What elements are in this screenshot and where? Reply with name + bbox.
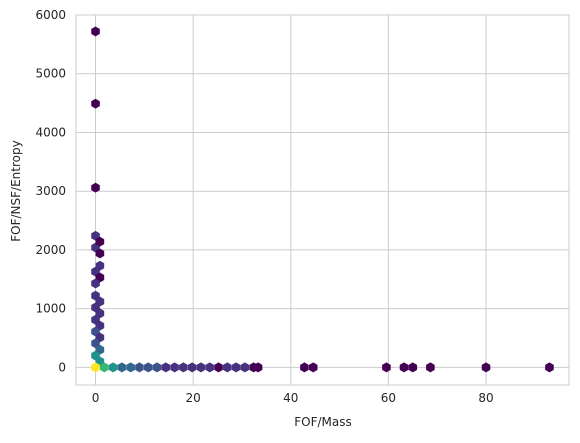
hex-bin — [187, 362, 197, 373]
hex-bin — [135, 362, 144, 373]
y-tick-label: 3000 — [35, 184, 66, 198]
hex-bin — [161, 362, 171, 373]
x-tick-label: 80 — [478, 391, 493, 405]
hex-bin — [95, 332, 105, 343]
hex-bin — [399, 362, 409, 373]
hex-bin — [95, 356, 105, 367]
hex-bin — [223, 362, 232, 373]
y-tick-labels: 0 1000 2000 3000 4000 5000 6000 — [35, 8, 66, 374]
y-tick-label: 6000 — [35, 8, 66, 22]
y-tick-label: 5000 — [35, 67, 66, 81]
hex-bin — [91, 302, 100, 313]
hex-bin — [91, 350, 100, 361]
y-tick-label: 4000 — [35, 125, 66, 139]
hex-bin — [205, 362, 215, 373]
x-axis-label: FOF/Mass — [294, 415, 352, 429]
hex-bin — [91, 266, 100, 277]
hex-bin — [545, 362, 554, 373]
grid-lines — [76, 14, 569, 385]
hex-bin — [126, 362, 135, 373]
y-tick-label: 0 — [58, 360, 66, 374]
x-tick-labels: 0 20 40 60 80 — [92, 391, 494, 405]
plot-frame — [75, 14, 570, 386]
hex-bin — [91, 326, 100, 337]
hex-bin — [231, 362, 241, 373]
hex-bin — [143, 362, 153, 373]
hex-bin — [95, 320, 105, 331]
hex-bin — [95, 296, 105, 307]
hex-bin — [91, 98, 100, 109]
hex-bin — [91, 362, 100, 373]
x-tick-label: 20 — [186, 391, 201, 405]
hex-bin — [91, 230, 100, 241]
hex-bin — [91, 338, 100, 349]
hex-bin — [481, 362, 491, 373]
y-axis-label: FOF/NSF/Entropy — [9, 140, 23, 241]
hex-bin — [170, 362, 179, 373]
hex-bin — [95, 344, 105, 355]
x-tick-label: 40 — [283, 391, 298, 405]
hex-bin — [95, 236, 105, 247]
hex-bin — [408, 362, 418, 373]
hex-bin — [91, 26, 100, 37]
hex-bin — [91, 290, 100, 301]
hex-bin — [117, 362, 127, 373]
x-tick-label: 0 — [92, 391, 100, 405]
hex-bin — [95, 260, 105, 271]
hex-bin — [240, 362, 250, 373]
hex-bin — [382, 362, 391, 373]
hex-bin — [426, 362, 435, 373]
hex-bin — [308, 362, 318, 373]
hex-bin — [108, 362, 118, 373]
hex-bin — [91, 182, 100, 193]
hex-bin — [95, 272, 105, 283]
y-tick-label: 1000 — [35, 302, 66, 316]
y-tick-label: 2000 — [35, 243, 66, 257]
hex-bin — [91, 314, 100, 325]
x-tick-label: 60 — [381, 391, 396, 405]
hex-bins — [91, 26, 554, 373]
axes-frame — [75, 14, 570, 386]
hex-bin — [179, 362, 188, 373]
hex-bin — [100, 362, 109, 373]
hex-bin — [152, 362, 162, 373]
hex-bin — [300, 362, 309, 373]
hex-bin — [95, 248, 105, 259]
hex-bin — [91, 278, 100, 289]
hex-bin — [196, 362, 206, 373]
hex-bin — [95, 308, 105, 319]
hex-bin — [253, 362, 263, 373]
hex-bin — [214, 362, 223, 373]
